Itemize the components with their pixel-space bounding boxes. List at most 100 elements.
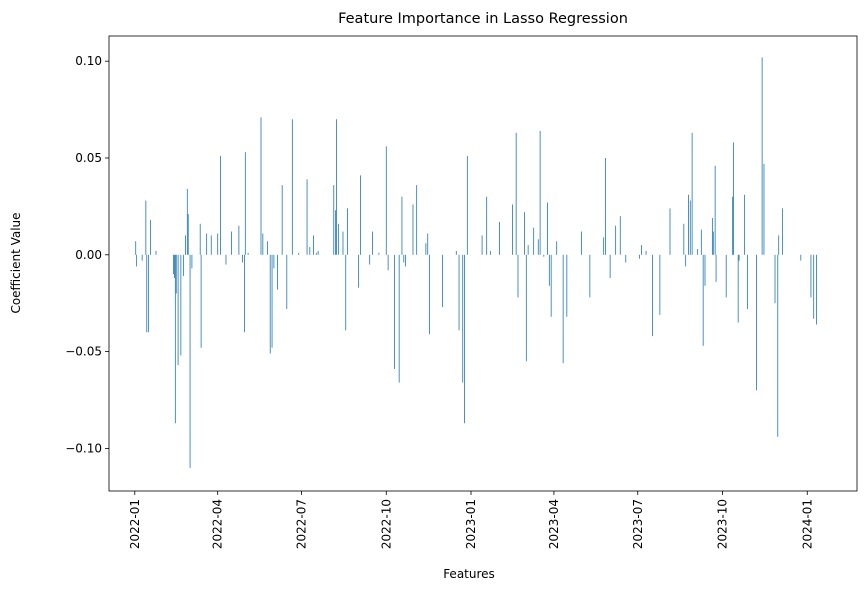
bar-2022-04-28: [242, 254, 243, 263]
bar-2023-04-11: [562, 254, 564, 364]
bar-2022-08-05: [333, 185, 335, 255]
bar-2023-07-25: [659, 254, 661, 315]
bar-2022-01-24: [155, 250, 157, 255]
bar-2022-10-10: [394, 254, 395, 370]
bar-2022-02-12: [173, 254, 174, 275]
bar-2022-09-13: [369, 254, 371, 265]
bar-2023-08-29: [691, 132, 693, 255]
bar-2023-01-18: [486, 196, 488, 255]
bar-2022-06-05: [277, 254, 278, 290]
bar-2022-08-08: [336, 119, 337, 255]
bar-2023-12-25: [800, 254, 802, 261]
bar-2022-03-02: [189, 254, 191, 468]
bar-2022-02-27: [186, 188, 188, 255]
bar-2022-11-17: [429, 254, 430, 335]
bar-2023-12-05: [781, 208, 783, 255]
x-tick-label: 2023-04: [547, 499, 561, 549]
bar-2022-05-28: [269, 254, 271, 354]
bar-2023-04-15: [566, 254, 568, 317]
bar-2022-10-03: [387, 254, 389, 271]
bar-2022-07-14: [313, 235, 314, 255]
bar-2022-12-23: [462, 254, 464, 383]
bar-2022-04-16: [231, 231, 232, 255]
bar-2023-11-07: [756, 254, 757, 391]
bar-2023-11-15: [763, 163, 765, 255]
bar-2022-05-01: [244, 152, 246, 255]
bar-2022-02-14: [174, 254, 176, 424]
bar-2022-09-23: [378, 252, 380, 255]
bar-2024-01-05: [810, 254, 812, 298]
x-tick-label: 2023-01: [464, 499, 478, 549]
bar-2022-02-23: [183, 254, 185, 277]
bar-2023-08-22: [685, 254, 687, 267]
bar-2022-01-14: [146, 254, 148, 333]
bars-group: [135, 57, 817, 468]
bar-2023-11-30: [777, 254, 779, 437]
bar-2023-02-01: [499, 221, 500, 255]
bar-2023-10-13: [733, 142, 734, 255]
bar-2024-01-11: [816, 254, 817, 325]
y-axis: −0.10 −0.05 0.00 0.05 0.10: [65, 54, 109, 455]
x-tick-label: 2022-10: [379, 499, 393, 549]
chart-title: Feature Importance in Lasso Regression: [338, 11, 628, 27]
bar-2022-02-15: [175, 254, 177, 294]
bar-2022-04-01: [217, 233, 219, 255]
bar-2023-08-20: [683, 223, 685, 255]
y-tick-label: 0.05: [75, 151, 102, 165]
x-tick-label: 2022-01: [128, 499, 142, 549]
bar-2022-01-18: [150, 219, 151, 255]
bar-2023-11-27: [774, 254, 776, 304]
bar-2022-12-28: [466, 156, 468, 255]
x-tick-label: 2022-07: [295, 499, 309, 549]
bar-2023-02-19: [515, 132, 517, 255]
bar-2022-11-15: [427, 233, 429, 255]
bar-2023-08-05: [669, 208, 671, 255]
bar-2023-05-27: [605, 157, 606, 255]
bar-2022-06-15: [286, 254, 288, 309]
bar-2022-05-18: [260, 117, 262, 255]
bar-2022-10-01: [385, 146, 387, 255]
bar-2022-08-07: [335, 210, 337, 255]
x-tick-label: 2023-07: [631, 499, 645, 549]
bar-2022-09-01: [358, 254, 360, 288]
bar-2023-06-07: [615, 225, 617, 255]
bar-2022-07-07: [306, 179, 308, 255]
bar-2023-03-21: [543, 254, 545, 257]
bar-2022-12-16: [455, 250, 457, 255]
bar-2023-03-29: [550, 254, 552, 317]
bar-2022-05-04: [247, 252, 249, 255]
bar-2022-12-25: [464, 254, 465, 424]
bar-2022-07-10: [309, 247, 311, 255]
bar-2022-10-20: [403, 254, 405, 263]
bar-2022-05-25: [267, 241, 268, 255]
bar-2022-10-18: [401, 196, 403, 255]
x-tick-label: 2023-10: [716, 499, 730, 549]
x-axis: 2022-01 2022-04 2022-07 2022-10 2023-01 2023-…: [128, 491, 814, 549]
bar-2023-09-24: [715, 254, 717, 282]
bar-2022-09-16: [372, 231, 373, 255]
x-tick-label: 2022-04: [211, 499, 225, 549]
bar-2023-09-21: [712, 231, 714, 255]
bar-2023-10-12: [732, 196, 734, 255]
bar-2022-12-01: [442, 254, 443, 308]
bar-2023-11-13: [761, 57, 763, 255]
bar-2022-04-04: [220, 156, 221, 255]
bar-2023-02-15: [512, 204, 513, 255]
bar-2022-08-10: [337, 223, 339, 255]
bar-2022-05-30: [271, 254, 273, 348]
bar-2022-12-19: [458, 254, 460, 331]
bar-2022-08-20: [347, 208, 348, 255]
bar-2022-11-03: [416, 185, 418, 255]
bar-2022-04-10: [225, 254, 227, 265]
x-axis-title: Features: [443, 567, 495, 581]
bar-2022-01-03: [136, 254, 138, 267]
plot-frame: [108, 35, 858, 492]
bar-2022-11-13: [425, 243, 427, 255]
bar-2023-07-03: [639, 254, 640, 259]
bar-2022-06-01: [273, 254, 275, 269]
bar-2022-01-09: [141, 254, 143, 261]
bar-2023-02-28: [524, 212, 525, 255]
bar-2022-06-10: [281, 185, 283, 255]
bar-2022-01-13: [145, 200, 147, 255]
bar-2022-03-14: [200, 254, 202, 348]
